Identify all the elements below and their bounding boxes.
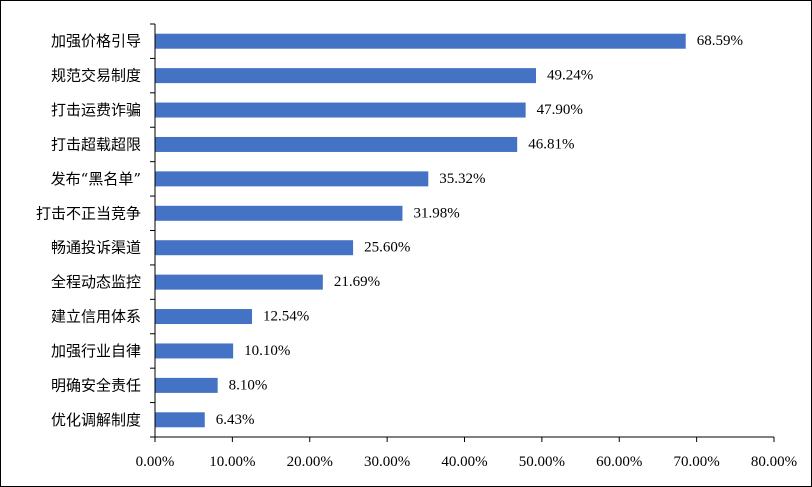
bar [155, 68, 536, 84]
bar [155, 171, 429, 187]
bar [155, 136, 518, 152]
category-label: 优化调解制度 [51, 411, 141, 429]
x-tick-label: 60.00% [596, 454, 642, 470]
x-tick-label: 80.00% [751, 454, 797, 470]
data-label: 49.24% [547, 68, 593, 84]
category-label: 加强行业自律 [51, 342, 141, 360]
category-label: 打击不正当竞争 [36, 204, 141, 222]
data-label: 46.81% [528, 136, 574, 152]
data-label: 6.43% [216, 412, 255, 428]
category-label: 发布“黑名单” [51, 170, 141, 188]
data-label: 21.69% [334, 274, 380, 290]
x-tick-label: 50.00% [519, 454, 565, 470]
category-label: 加强价格引导 [51, 32, 141, 50]
category-label: 建立信用体系 [51, 308, 141, 326]
bar [155, 343, 234, 359]
data-label: 25.60% [364, 240, 410, 256]
x-tick-label: 10.00% [209, 454, 255, 470]
data-label: 8.10% [229, 377, 268, 393]
bar [155, 240, 354, 256]
data-label: 31.98% [413, 205, 459, 221]
x-tick-label: 20.00% [287, 454, 333, 470]
category-label: 畅通投诉渠道 [51, 239, 141, 257]
x-tick-label: 30.00% [364, 454, 410, 470]
x-tick-label: 70.00% [674, 454, 720, 470]
category-label: 打击超载超限 [51, 135, 141, 153]
axes-group [150, 23, 775, 442]
category-label: 明确安全责任 [51, 376, 141, 394]
x-tick-labels: 0.00% 10.00% 20.00% 30.00% 40.00% 50.00% 60.00… [136, 454, 798, 470]
data-label: 47.90% [537, 102, 583, 118]
x-tick-label: 0.00% [136, 454, 175, 470]
bar [155, 274, 323, 290]
bar [155, 309, 253, 325]
category-label: 规范交易制度 [51, 67, 141, 85]
bar [155, 102, 526, 118]
category-label: 打击运费诈骗 [51, 101, 141, 119]
bar [155, 412, 205, 428]
data-label: 68.59% [697, 33, 743, 49]
x-tick-label: 40.00% [441, 454, 487, 470]
bar [155, 33, 686, 49]
bar [155, 205, 403, 221]
data-label: 35.32% [439, 171, 485, 187]
value-labels: 68.59% 49.24% 47.90% 46.81% 35.32% 31.98% 25.6… [216, 33, 743, 428]
bar [155, 377, 218, 393]
data-label: 10.10% [244, 343, 290, 359]
bars-group [155, 33, 686, 428]
category-label: 全程动态监控 [51, 273, 141, 291]
data-label: 12.54% [263, 309, 309, 325]
